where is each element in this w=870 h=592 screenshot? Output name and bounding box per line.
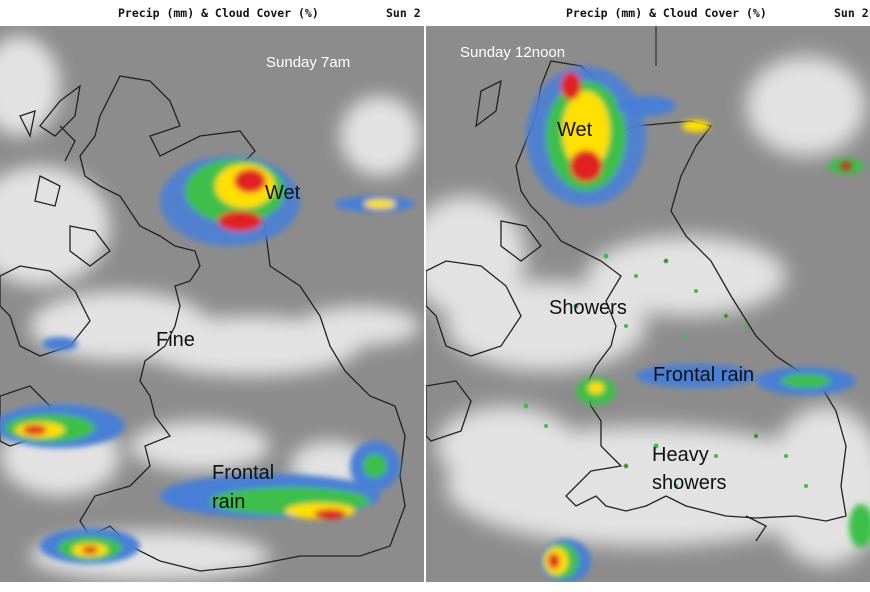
precip-area-scotland	[526, 66, 864, 206]
precip-area-showers	[523, 162, 870, 582]
panel-header: Precip (mm) & Cloud Cover (%) Sun 2	[0, 0, 424, 26]
label-frontal-line2: rain	[212, 491, 246, 513]
precip-cloud-map	[426, 26, 870, 582]
label-heavy-line2: showers	[652, 472, 727, 494]
label-frontal-rain: Frontal rain	[653, 364, 755, 386]
map-panel-sunday-7am: Precip (mm) & Cloud Cover (%) Sun 2	[0, 0, 424, 592]
label-showers: Showers	[549, 297, 627, 319]
time-label: Sunday 7am	[266, 54, 351, 71]
precip-area-scotland	[160, 156, 415, 246]
label-wet: Wet	[557, 119, 593, 141]
label-heavy-line1: Heavy	[652, 444, 709, 466]
precip-cloud-map	[0, 26, 424, 582]
time-label: Sunday 12noon	[460, 44, 566, 61]
label-wet: Wet	[265, 182, 301, 204]
header-title: Precip (mm) & Cloud Cover (%)	[118, 6, 319, 20]
header-day: Sun 2	[386, 6, 421, 20]
label-frontal-line1: Frontal	[212, 462, 275, 484]
map-panel-sunday-12noon: Precip (mm) & Cloud Cover (%) Sun 2	[426, 0, 870, 592]
header-day: Sun 2	[834, 6, 869, 20]
coastline	[426, 60, 847, 542]
header-title: Precip (mm) & Cloud Cover (%)	[566, 6, 767, 20]
label-fine: Fine	[156, 329, 195, 351]
precip-area-frontal	[0, 337, 400, 564]
cloud-cover	[0, 36, 420, 581]
panel-header: Precip (mm) & Cloud Cover (%) Sun 2	[426, 0, 870, 26]
